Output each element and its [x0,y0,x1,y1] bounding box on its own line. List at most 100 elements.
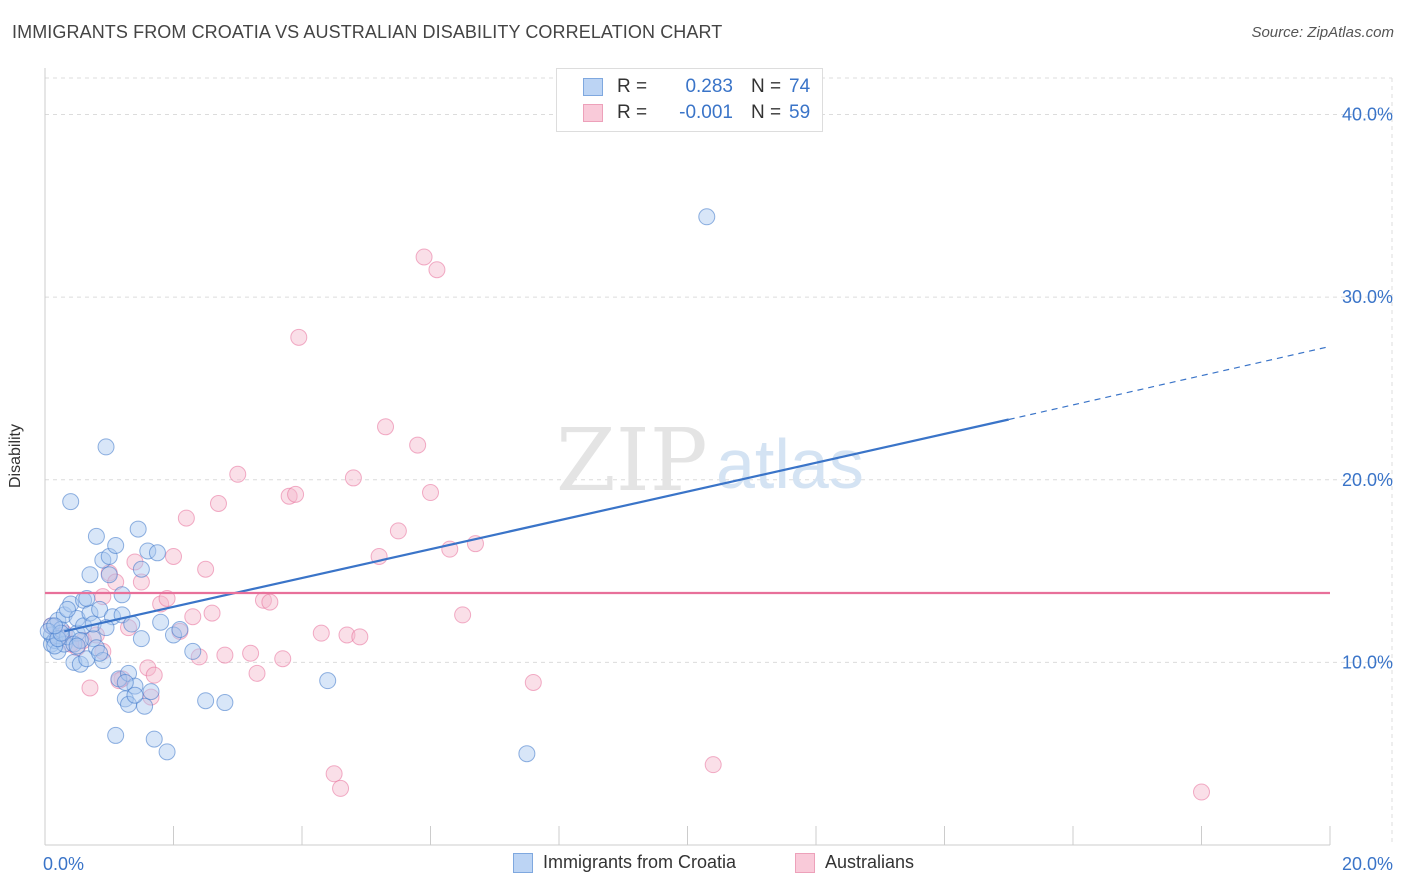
croatia-point [107,726,125,744]
croatia-point [184,642,202,660]
australians-points [42,248,1210,801]
australians-point [145,666,163,684]
croatia-point [148,544,166,562]
australians-point [248,664,266,682]
legend: R = 0.283 N = 74 R = -0.001 N = 59 [556,68,823,132]
y-tick-label: 40.0% [1342,105,1393,125]
croatia-trend-line [64,418,1009,633]
croatia-point [319,672,337,690]
legend-swatch-pink [583,104,603,122]
croatia-point [145,730,163,748]
australians-point [415,248,433,266]
australians-point [290,328,308,346]
croatia-points [39,208,716,763]
legend-r-value: 0.283 [685,76,733,97]
croatia-point [107,537,125,555]
bottom-legend-label: Australians [825,852,915,872]
y-tick-label: 20.0% [1342,470,1393,490]
australians-point [351,628,369,646]
legend-row-croatia: R = 0.283 N = 74 [583,75,810,99]
australians-point [312,624,330,642]
croatia-point [132,560,150,578]
australians-point [332,779,350,797]
bottom-legend-swatch-blue [513,852,533,873]
australians-point [422,484,439,502]
legend-r-label: R = [617,76,648,97]
croatia-point [55,606,73,624]
bottom-legend-swatch-pink [795,852,815,873]
australians-point [524,673,542,691]
croatia-point [171,621,189,639]
croatia-point [116,673,134,691]
australians-point [158,589,176,607]
croatia-point [97,438,115,456]
croatia-trend-extension [1008,345,1331,421]
legend-r-label: R = [617,102,648,123]
croatia-point [120,695,138,713]
legend-n-label: N = [751,76,782,97]
croatia-point [216,694,234,712]
croatia-point [65,653,83,671]
australians-point [165,547,182,565]
legend-n-value: 59 [789,102,811,123]
croatia-point [100,547,118,565]
tick-labels: 10.0% 20.0% 30.0% 40.0% 0.0% 20.0% [43,105,1393,874]
australians-point [325,765,343,783]
croatia-point [698,208,716,226]
croatia-point [71,631,89,649]
y-tick-label: 30.0% [1342,287,1393,307]
croatia-point [62,493,80,511]
croatia-point [81,566,99,584]
croatia-point [78,589,96,607]
croatia-point [91,600,109,618]
y-axis-label: Disability [7,423,24,489]
croatia-point [100,566,118,584]
croatia-point [58,600,76,618]
australians-point [428,261,446,279]
x-tick-label: 0.0% [43,854,84,874]
watermark-atlas: atlas [716,425,864,503]
australians-point [409,436,427,454]
australians-point [274,650,292,668]
croatia-point [158,743,176,761]
australians-point [132,573,150,591]
australians-point [81,679,99,697]
croatia-point [126,686,144,704]
bottom-legend-label: Immigrants from Croatia [543,852,737,872]
croatia-point [518,745,536,763]
watermark-zip: ZIP [556,411,708,511]
croatia-point [49,642,67,660]
croatia-point [46,617,64,635]
australians-point [216,646,234,664]
australians-point [704,756,722,774]
australians-point [344,469,362,487]
chart-title: IMMIGRANTS FROM CROATIA VS AUSTRALIAN DI… [12,22,723,42]
legend-row-australians: R = -0.001 N = 59 [583,101,810,125]
legend-r-value: -0.001 [679,102,733,123]
australians-point [338,626,356,644]
legend-n-value: 74 [789,76,811,97]
australians-point [203,604,221,622]
croatia-point [87,527,105,545]
australians-point [184,608,202,626]
croatia-point [62,595,80,613]
croatia-point [52,624,70,642]
croatia-point [132,630,150,648]
croatia-point [81,604,99,622]
legend-n-label: N = [751,102,782,123]
axes [44,68,1331,846]
bottom-legend-australians: Australians [795,852,914,873]
bottom-legend-croatia: Immigrants from Croatia [513,852,736,873]
australians-point [377,418,395,436]
croatia-point [126,677,144,695]
croatia-point [152,613,170,631]
australians-point [389,522,407,540]
australians-point [177,509,195,527]
legend-swatch-blue [583,78,603,96]
australians-point [139,659,157,677]
source-label: Source: ZipAtlas.com [1251,24,1394,41]
trend-lines [45,345,1331,633]
croatia-point [197,692,215,710]
australians-point [197,560,215,578]
